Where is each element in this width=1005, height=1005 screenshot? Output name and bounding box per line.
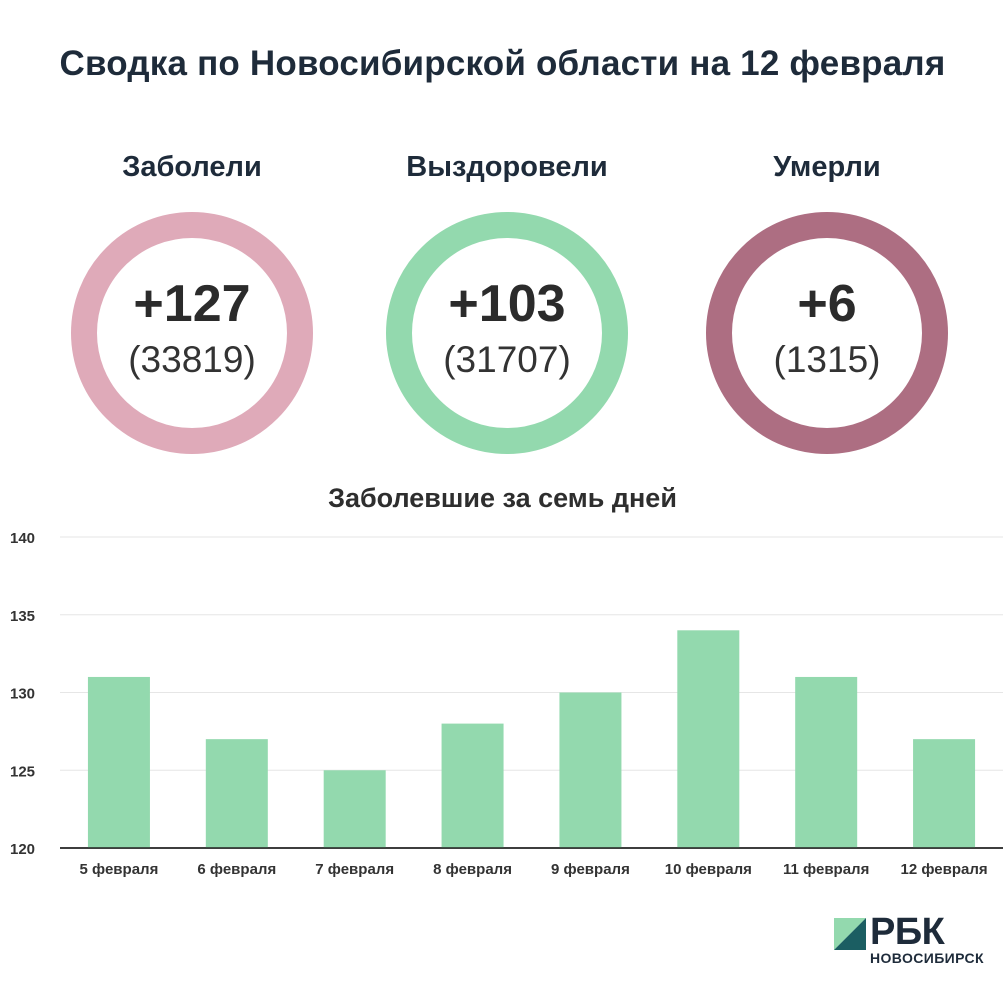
bar — [795, 676, 858, 848]
stat-infected-ring: +127 (33819) — [71, 212, 313, 454]
stat-deaths-delta: +6 — [797, 275, 857, 333]
x-tick-label: 12 февраля — [900, 861, 987, 878]
bar — [559, 692, 622, 848]
rbc-logo-mark-icon — [834, 918, 866, 950]
stat-infected-total: (33819) — [128, 339, 256, 380]
y-tick-label: 125 — [10, 763, 35, 780]
stat-infected: Заболели +127 (33819) — [62, 145, 322, 454]
bar-chart: 120 125 130 135 140 5 февраля 6 февраля 7 февра… — [10, 530, 1003, 878]
bar — [677, 630, 740, 848]
stat-deaths-label: Умерли — [773, 151, 881, 183]
rbc-logo-name: РБК — [870, 911, 945, 953]
stat-recovered-delta: +103 — [448, 275, 566, 333]
stat-recovered-total: (31707) — [443, 339, 571, 380]
bar — [87, 676, 150, 848]
y-tick-label: 140 — [10, 530, 35, 547]
chart-title: Заболевшие за семь дней — [328, 483, 677, 513]
x-tick-label: 6 февраля — [197, 861, 276, 878]
y-tick-label: 120 — [10, 841, 35, 858]
y-tick-label: 130 — [10, 686, 35, 703]
rbc-logo-sub: НОВОСИБИРСК — [870, 950, 984, 966]
x-tick-label: 9 февраля — [551, 861, 630, 878]
stat-recovered-ring: +103 (31707) — [386, 212, 628, 454]
page-title: Сводка по Новосибирской области на 12 фе… — [59, 44, 946, 83]
bar — [205, 739, 268, 848]
x-tick-label: 10 февраля — [665, 861, 752, 878]
stat-deaths-ring: +6 (1315) — [706, 212, 948, 454]
stat-infected-label: Заболели — [122, 151, 262, 183]
stat-deaths: Умерли +6 (1315) — [697, 145, 957, 454]
bar — [441, 723, 504, 848]
stat-recovered-label: Выздоровели — [406, 151, 608, 183]
x-tick-label: 8 февраля — [433, 861, 512, 878]
x-tick-label: 7 февраля — [315, 861, 394, 878]
x-tick-label: 11 февраля — [783, 861, 869, 878]
y-tick-label: 135 — [10, 608, 35, 625]
rbc-logo: РБК НОВОСИБИРСК — [834, 911, 999, 970]
x-tick-label: 5 февраля — [80, 861, 159, 878]
bar — [913, 739, 976, 848]
stat-deaths-total: (1315) — [773, 339, 881, 380]
stat-infected-delta: +127 — [133, 275, 251, 333]
stat-recovered: Выздоровели +103 (31707) — [377, 145, 637, 454]
bar — [323, 770, 386, 848]
